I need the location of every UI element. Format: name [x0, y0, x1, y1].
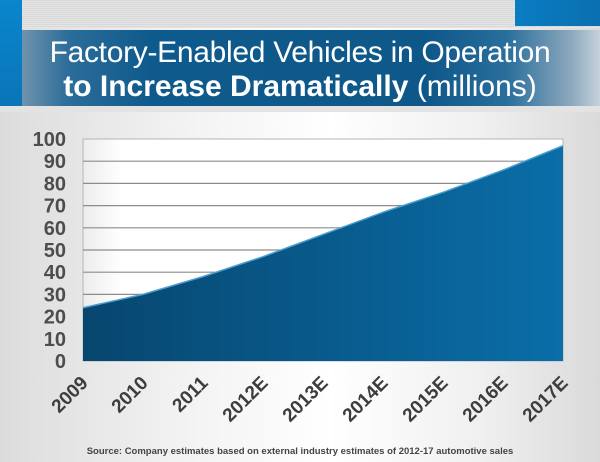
y-tick-label: 30 — [44, 284, 66, 306]
y-tick-label: 0 — [55, 351, 66, 373]
accent-block-right — [515, 0, 600, 26]
chart-title-units: (millions) — [416, 70, 537, 103]
x-tick-label: 2012E — [219, 373, 273, 427]
x-tick-label: 2011 — [169, 372, 213, 416]
x-tick-label: 2009 — [48, 373, 93, 418]
chart-title-emphasis: to Increase Dramatically — [63, 70, 409, 103]
title-banner — [22, 30, 600, 106]
x-tick-label: 2010 — [108, 373, 153, 418]
x-tick-label: 2014E — [339, 373, 393, 427]
source-note: Source: Company estimates based on exter… — [86, 446, 514, 457]
x-tick-label: 2016E — [459, 373, 513, 427]
area-series-vehicles — [83, 145, 563, 361]
y-tick-label: 20 — [44, 307, 66, 329]
y-tick-label: 60 — [44, 218, 66, 240]
y-tick-label: 50 — [44, 240, 66, 262]
area-series-edge-line — [82, 144, 564, 309]
y-tick-label: 10 — [44, 329, 66, 351]
banner-bottom-strip — [0, 106, 600, 112]
y-tick-label: 80 — [44, 173, 66, 195]
header-background-strip — [0, 0, 600, 28]
x-tick-label: 2015E — [399, 373, 453, 427]
chart-title-line2: to Increase Dramatically (millions) — [0, 70, 600, 104]
y-tick-label: 40 — [44, 262, 66, 284]
accent-block-left — [0, 0, 22, 108]
y-tick-label: 100 — [33, 129, 66, 151]
x-tick-label: 2013E — [279, 373, 333, 427]
x-tick-label: 2017E — [519, 373, 573, 427]
chart-title-line1: Factory-Enabled Vehicles in Operation — [49, 36, 551, 69]
y-tick-label: 70 — [44, 196, 66, 218]
y-tick-label: 90 — [44, 151, 66, 173]
